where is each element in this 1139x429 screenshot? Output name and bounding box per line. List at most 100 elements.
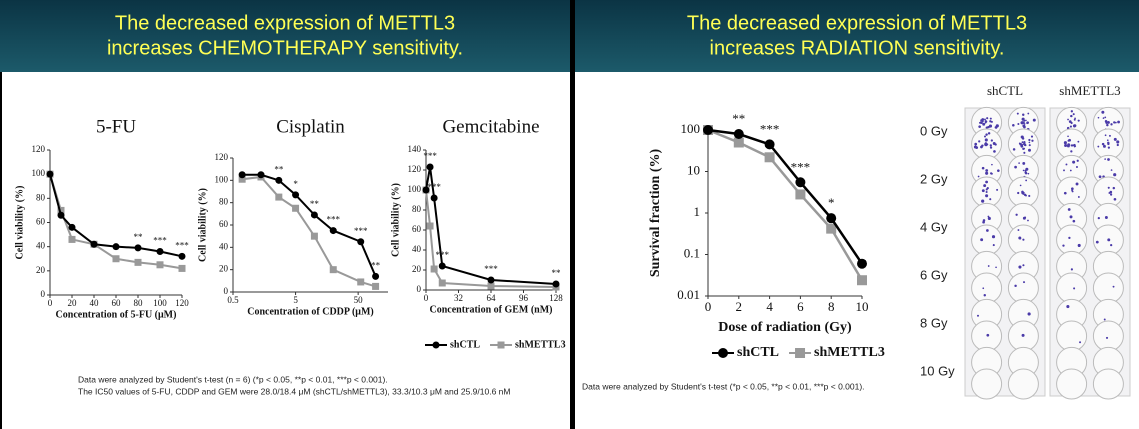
colony xyxy=(1023,193,1027,197)
colony xyxy=(1024,144,1027,147)
slide-title: The decreased expression of METTL3 xyxy=(687,12,1027,34)
plates: shCTL shMETTL3 0 Gy 2 Gy 4 Gy 6 Gy 8 Gy 10 Gy xyxy=(920,83,1131,400)
colony xyxy=(997,169,1000,172)
x-axis-label: Dose of radiation (Gy) xyxy=(718,320,852,335)
point xyxy=(156,261,164,269)
colony xyxy=(1106,139,1109,142)
colony xyxy=(1022,169,1025,172)
colony xyxy=(987,215,990,218)
point xyxy=(438,262,446,270)
colony xyxy=(1072,160,1076,164)
colony xyxy=(1028,141,1031,144)
colony xyxy=(987,216,991,221)
point xyxy=(310,232,318,240)
annotation: *** xyxy=(326,215,340,225)
chart: 0.01 0.1 1 10 100 0 2 4 6 8 10 Dose of radiation (G… xyxy=(648,111,885,360)
colony xyxy=(981,118,985,121)
colony xyxy=(1031,139,1034,142)
colony xyxy=(1109,193,1113,196)
annotation: ** xyxy=(134,232,144,242)
point xyxy=(112,243,120,251)
note: The IC50 values of 5-FU, CDDP and GEM we… xyxy=(78,386,510,396)
colony xyxy=(1104,120,1108,123)
y-axis-label: Cell viability (%) xyxy=(14,186,25,260)
x-tick-label: 64 xyxy=(487,293,497,303)
colony xyxy=(995,126,998,129)
colony xyxy=(1105,336,1109,339)
colony xyxy=(1102,117,1105,119)
x-tick-label: 20 xyxy=(68,298,78,308)
annotation: *** xyxy=(427,182,441,192)
frame xyxy=(0,72,2,429)
y-tick-label: 0.1 xyxy=(684,245,700,260)
x-tick-label: 4 xyxy=(766,299,773,314)
colony xyxy=(1106,123,1109,127)
annotation: *** xyxy=(175,240,189,250)
colony xyxy=(984,118,986,121)
colony xyxy=(1070,110,1074,113)
colony xyxy=(986,229,989,232)
colony xyxy=(1113,137,1117,141)
annotation: * xyxy=(828,195,835,210)
colony xyxy=(1016,112,1019,115)
y-tick-label: 20 xyxy=(219,264,229,274)
colony xyxy=(982,122,986,126)
point xyxy=(426,222,434,230)
colony xyxy=(996,188,999,191)
colony xyxy=(986,333,990,337)
point xyxy=(372,272,380,280)
colony xyxy=(989,120,992,123)
colony xyxy=(1067,118,1069,121)
colony xyxy=(990,172,993,175)
colony xyxy=(1064,144,1068,148)
y-tick-label: 40 xyxy=(219,241,229,251)
colony xyxy=(979,121,983,125)
point xyxy=(422,186,430,194)
colony xyxy=(1104,116,1107,119)
point xyxy=(372,282,380,290)
colony xyxy=(1025,119,1027,122)
point xyxy=(238,171,246,179)
point xyxy=(857,275,867,286)
point xyxy=(487,282,495,290)
well xyxy=(1056,320,1088,352)
colony xyxy=(1116,143,1119,147)
y-tick-label: 100 xyxy=(408,184,422,194)
point xyxy=(134,258,142,266)
row-label: 6 Gy xyxy=(920,267,948,282)
point xyxy=(310,211,318,219)
colony xyxy=(1110,123,1113,126)
point xyxy=(552,280,560,288)
annotation: *** xyxy=(354,226,368,236)
x-tick-label: 120 xyxy=(175,298,189,308)
well xyxy=(971,272,1003,304)
annotation: *** xyxy=(484,264,498,274)
header-bar xyxy=(575,0,1139,72)
y-tick-label: 100 xyxy=(681,121,701,136)
colony xyxy=(1108,192,1111,194)
slide-title: increases CHEMOTHERAPY sensitivity. xyxy=(107,37,463,59)
chart: 0 20 40 60 80 100 120 140 0 32 64 96 128 Gemcitabine C… xyxy=(390,116,565,350)
colony xyxy=(1075,165,1078,168)
annotation: ** xyxy=(274,164,284,174)
y-tick-label: 40 xyxy=(36,241,46,251)
row-label: 4 Gy xyxy=(920,219,948,234)
legend-marker xyxy=(795,348,806,358)
point xyxy=(178,264,186,272)
x-tick-label: 8 xyxy=(828,299,835,314)
point xyxy=(57,211,65,219)
colony xyxy=(1117,120,1120,124)
colony xyxy=(1066,305,1070,309)
colony xyxy=(1027,172,1030,175)
colony xyxy=(985,194,989,198)
colony xyxy=(1071,144,1074,147)
colony xyxy=(1063,169,1065,172)
y-tick-label: 60 xyxy=(412,224,422,234)
colony xyxy=(1024,216,1027,219)
colony xyxy=(1028,194,1031,198)
annotation: ** xyxy=(732,111,745,126)
point xyxy=(57,206,65,214)
point xyxy=(430,265,438,273)
